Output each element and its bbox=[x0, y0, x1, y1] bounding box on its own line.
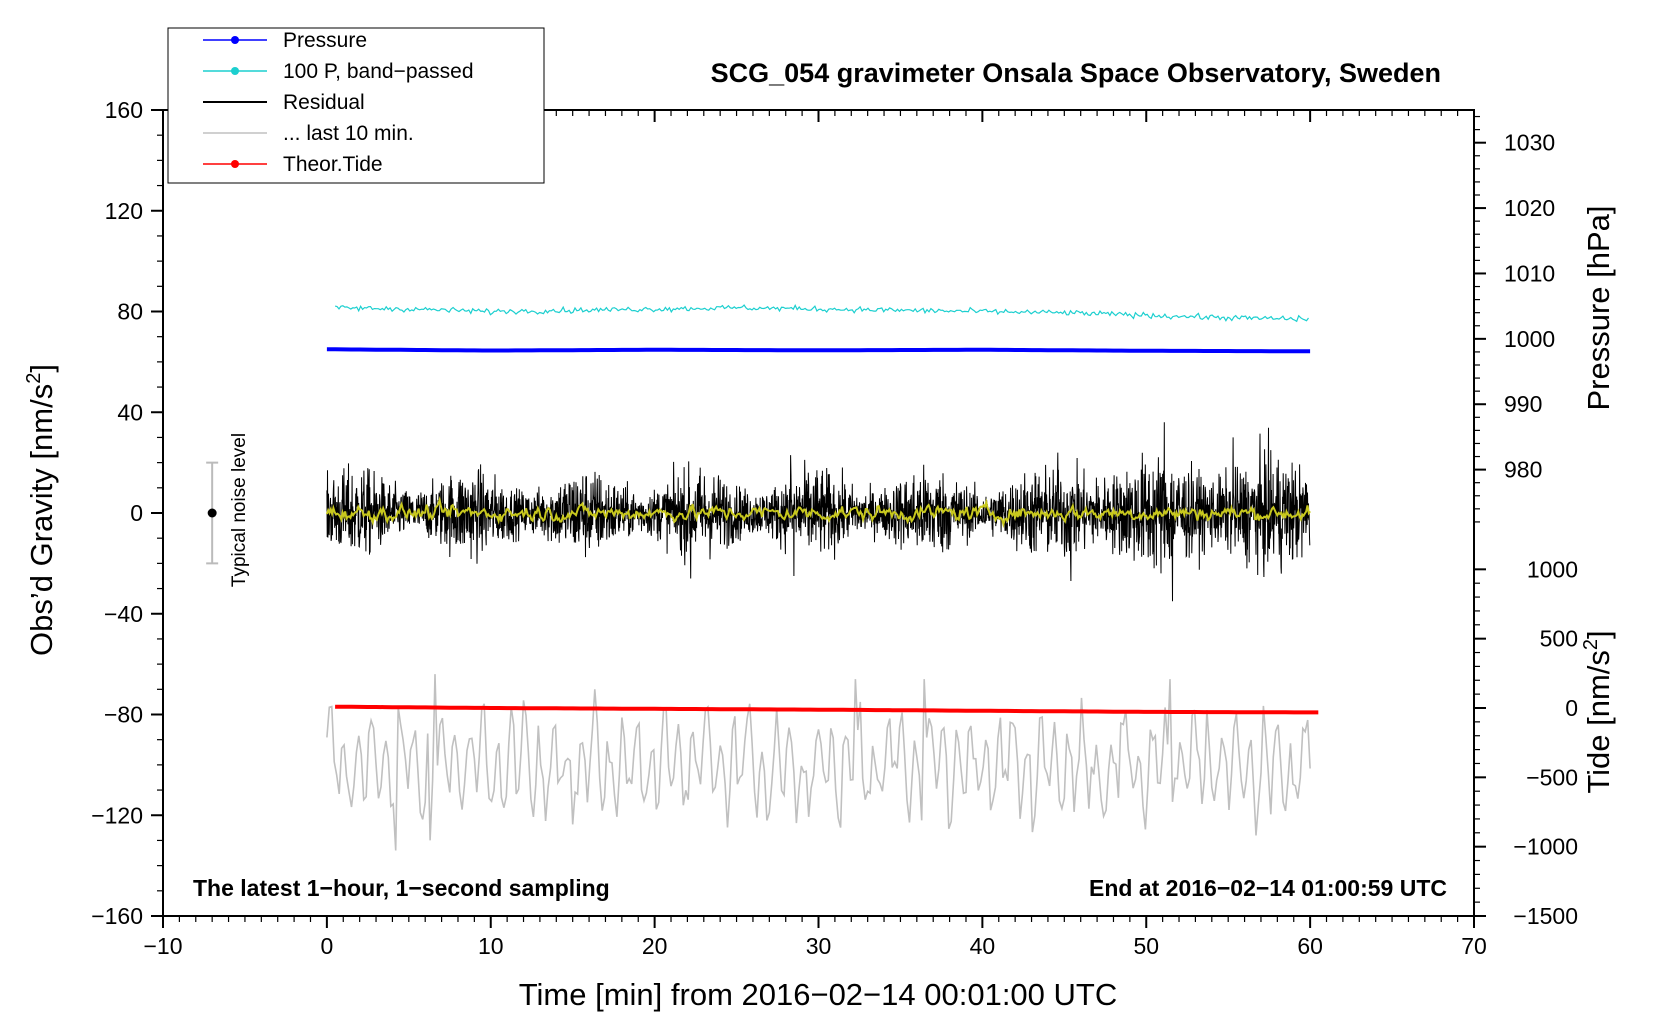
tide-tick-label: −500 bbox=[1526, 764, 1578, 790]
series-residual-smoothed bbox=[325, 496, 1311, 529]
x-tick-label: 10 bbox=[478, 933, 504, 959]
y-tick-label: −160 bbox=[91, 903, 143, 929]
legend-label: Residual bbox=[283, 91, 365, 114]
annotation-end-time: End at 2016−02−14 01:00:59 UTC bbox=[1089, 875, 1447, 901]
y-tick-label: 0 bbox=[130, 500, 143, 526]
x-tick-label: −10 bbox=[143, 933, 182, 959]
pressure-tick-label: 1020 bbox=[1504, 195, 1555, 221]
legend-marker bbox=[231, 67, 239, 75]
tide-tick-label: 0 bbox=[1565, 695, 1578, 721]
tide-tick-label: −1000 bbox=[1513, 834, 1578, 860]
x-tick-label: 40 bbox=[970, 933, 996, 959]
legend-label: Pressure bbox=[283, 29, 367, 52]
annotation-sampling: The latest 1−hour, 1−second sampling bbox=[193, 875, 610, 901]
pressure-tick-label: 980 bbox=[1504, 457, 1542, 483]
series-layer bbox=[325, 304, 1319, 851]
y-tick-label: −40 bbox=[104, 601, 143, 627]
y-tick-label: −120 bbox=[91, 802, 143, 828]
series-100p-band-passed bbox=[334, 304, 1309, 323]
axes-layer: −10 0 10 20 30 40 50 60 7016012080400−40−80−120−… bbox=[91, 97, 1578, 959]
y-tick-label: 80 bbox=[117, 299, 143, 325]
y-axis-label-left: Obs’d Gravity [nm/s2] bbox=[23, 364, 59, 656]
tide-tick-label: −1500 bbox=[1513, 903, 1578, 929]
x-tick-label: 60 bbox=[1297, 933, 1323, 959]
y-axis-label-tide: Tide [nm/s2] bbox=[1580, 630, 1616, 793]
y-axis-label-left-main: Obs’d Gravity [nm/s bbox=[24, 384, 59, 656]
noise-center-dot bbox=[207, 508, 217, 518]
pressure-tick-label: 1000 bbox=[1504, 326, 1555, 352]
y-tick-label: −80 bbox=[104, 702, 143, 728]
y-tick-label: 120 bbox=[105, 198, 143, 224]
x-tick-label: 0 bbox=[320, 933, 333, 959]
x-axis-label: Time [min] from 2016−02−14 00:01:00 UTC bbox=[519, 977, 1118, 1012]
series-pressure bbox=[326, 347, 1311, 354]
series-theor-tide bbox=[335, 704, 1319, 715]
x-tick-label: 30 bbox=[806, 933, 832, 959]
noise-level-marker bbox=[206, 461, 219, 565]
legend: Pressure 100 P, band−passed Residual ... la… bbox=[167, 27, 545, 184]
series-last-10-min bbox=[326, 674, 1311, 851]
y-axis-label-tide-main: Tide [nm/s bbox=[1581, 650, 1616, 794]
y-axis-label-left-sup: 2 bbox=[23, 373, 45, 384]
y-axis-label-tide-close: ] bbox=[1581, 630, 1616, 639]
pressure-tick-label: 1010 bbox=[1504, 260, 1555, 286]
y-axis-label-pressure: Pressure [hPa] bbox=[1581, 205, 1616, 410]
tide-tick-label: 1000 bbox=[1527, 556, 1578, 582]
pressure-tick-label: 990 bbox=[1504, 391, 1542, 417]
y-tick-label: 40 bbox=[117, 399, 143, 425]
legend-marker bbox=[231, 160, 239, 168]
legend-label: 100 P, band−passed bbox=[283, 60, 474, 83]
y-axis-label-tide-sup: 2 bbox=[1580, 639, 1602, 650]
tide-tick-label: 500 bbox=[1540, 626, 1578, 652]
x-tick-label: 70 bbox=[1461, 933, 1487, 959]
y-axis-label-left-close: ] bbox=[24, 364, 59, 373]
x-tick-label: 50 bbox=[1133, 933, 1159, 959]
legend-box bbox=[167, 27, 545, 184]
legend-label: Theor.Tide bbox=[283, 153, 383, 176]
series-residual bbox=[326, 422, 1311, 602]
y-tick-label: 160 bbox=[105, 97, 143, 123]
pressure-tick-label: 1030 bbox=[1504, 130, 1555, 156]
legend-label: ... last 10 min. bbox=[283, 122, 414, 145]
chart-title: SCG_054 gravimeter Onsala Space Observat… bbox=[711, 58, 1441, 88]
noise-level-label: Typical noise level bbox=[229, 433, 250, 587]
x-tick-label: 20 bbox=[642, 933, 668, 959]
legend-marker bbox=[231, 36, 239, 44]
